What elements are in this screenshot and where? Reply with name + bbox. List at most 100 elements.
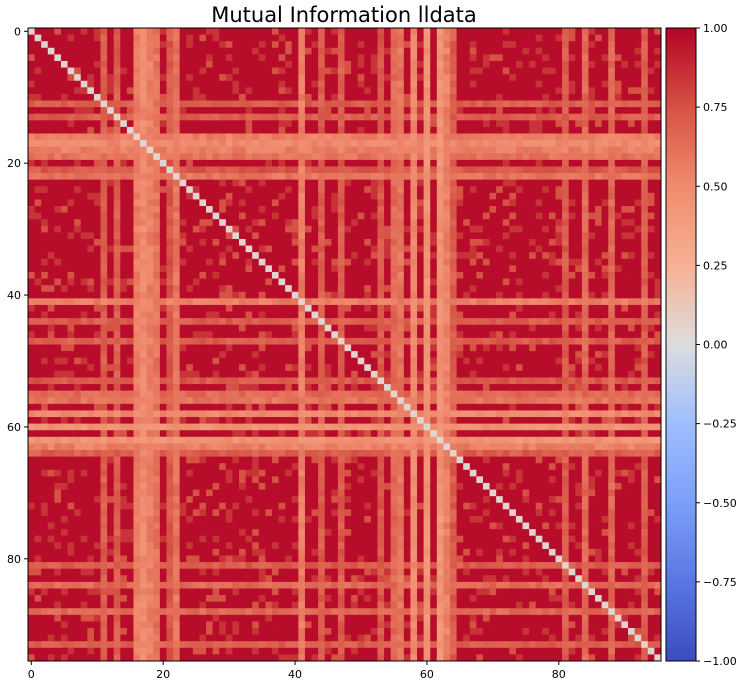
heatmap-cell xyxy=(232,364,240,372)
heatmap-cell xyxy=(588,318,596,326)
heatmap-cell xyxy=(100,67,108,75)
heatmap-cell xyxy=(28,232,35,240)
heatmap-cell xyxy=(258,140,266,148)
heatmap-cell xyxy=(41,146,49,154)
heatmap-cell xyxy=(608,159,616,167)
heatmap-cell xyxy=(186,304,194,312)
heatmap-cell xyxy=(344,166,352,174)
heatmap-cell xyxy=(159,199,167,207)
heatmap-cell xyxy=(219,153,227,161)
heatmap-cell xyxy=(153,126,161,134)
heatmap-cell xyxy=(522,199,530,207)
heatmap-cell xyxy=(34,100,42,108)
heatmap-cell xyxy=(324,120,332,128)
heatmap-cell xyxy=(581,41,589,49)
heatmap-cell xyxy=(621,126,629,134)
heatmap-cell xyxy=(199,225,207,233)
heatmap-cell xyxy=(509,113,517,121)
heatmap-cell xyxy=(252,258,260,266)
heatmap-cell xyxy=(304,318,312,326)
heatmap-cell xyxy=(100,93,108,101)
heatmap-cell xyxy=(67,153,75,161)
heatmap-cell xyxy=(318,278,326,286)
heatmap-cell xyxy=(423,93,431,101)
heatmap-cell xyxy=(509,298,517,306)
heatmap-cell xyxy=(179,179,187,187)
heatmap-cell xyxy=(192,159,200,167)
heatmap-cell xyxy=(173,173,181,181)
heatmap-cell xyxy=(529,80,537,88)
heatmap-cell xyxy=(173,219,181,227)
heatmap-cell xyxy=(443,258,451,266)
heatmap-cell xyxy=(535,271,543,279)
heatmap-cell xyxy=(179,318,187,326)
heatmap-cell xyxy=(476,304,484,312)
heatmap-cell xyxy=(647,67,655,75)
heatmap-cell xyxy=(206,93,214,101)
heatmap-cell xyxy=(225,271,233,279)
heatmap-cell xyxy=(641,258,649,266)
heatmap-cell xyxy=(509,304,517,312)
heatmap-cell xyxy=(450,166,457,174)
heatmap-cell xyxy=(252,351,260,359)
heatmap-cell xyxy=(337,239,345,246)
heatmap-cell xyxy=(364,159,372,167)
heatmap-cell xyxy=(54,252,62,260)
heatmap-cell xyxy=(41,41,49,49)
heatmap-cell xyxy=(324,278,332,286)
heatmap-cell xyxy=(377,47,385,55)
heatmap-cell xyxy=(575,245,583,253)
heatmap-cell xyxy=(634,271,642,279)
heatmap-cell xyxy=(628,258,636,266)
heatmap-cell xyxy=(496,87,504,95)
heatmap-cell xyxy=(47,252,55,260)
heatmap-cell xyxy=(370,34,378,42)
heatmap-cell xyxy=(430,93,438,101)
heatmap-cell xyxy=(430,199,438,207)
heatmap-cell xyxy=(403,173,411,181)
heatmap-cell xyxy=(87,212,95,220)
heatmap-cell xyxy=(588,199,596,207)
heatmap-cell xyxy=(370,344,378,352)
heatmap-cell xyxy=(113,331,121,339)
heatmap-cell xyxy=(621,278,629,286)
heatmap-cell xyxy=(265,47,273,55)
heatmap-cell xyxy=(324,28,332,35)
heatmap-cell xyxy=(232,298,240,306)
heatmap-cell xyxy=(311,28,319,35)
heatmap-cell xyxy=(641,133,649,141)
heatmap-cell xyxy=(173,351,181,359)
heatmap-cell xyxy=(93,186,101,194)
heatmap-cell xyxy=(476,252,484,260)
heatmap-cell xyxy=(87,311,95,319)
heatmap-cell xyxy=(575,331,583,339)
heatmap-cell xyxy=(562,140,570,148)
heatmap-cell xyxy=(502,107,510,115)
heatmap-cell xyxy=(271,337,279,345)
heatmap-cell xyxy=(654,186,662,194)
heatmap-cell xyxy=(113,186,121,194)
heatmap-cell xyxy=(219,173,227,181)
heatmap-cell xyxy=(535,304,543,312)
heatmap-cell xyxy=(397,107,405,115)
heatmap-cell xyxy=(390,337,398,345)
heatmap-cell xyxy=(548,291,556,299)
heatmap-cell xyxy=(74,126,82,134)
heatmap-cell xyxy=(529,28,537,35)
heatmap-cell xyxy=(252,357,260,365)
heatmap-cell xyxy=(318,265,326,273)
heatmap-cell xyxy=(173,265,181,273)
heatmap-cell xyxy=(502,60,510,68)
heatmap-cell xyxy=(634,60,642,68)
heatmap-cell xyxy=(179,159,187,167)
heatmap-cell xyxy=(423,285,431,293)
heatmap-cell xyxy=(93,47,101,55)
heatmap-cell xyxy=(47,265,55,273)
heatmap-cell xyxy=(417,337,425,345)
heatmap-cell xyxy=(258,34,266,42)
heatmap-cell xyxy=(186,311,194,319)
heatmap-cell xyxy=(146,291,154,299)
heatmap-cell xyxy=(60,351,68,359)
heatmap-cell xyxy=(146,166,154,174)
heatmap-cell xyxy=(291,173,299,181)
